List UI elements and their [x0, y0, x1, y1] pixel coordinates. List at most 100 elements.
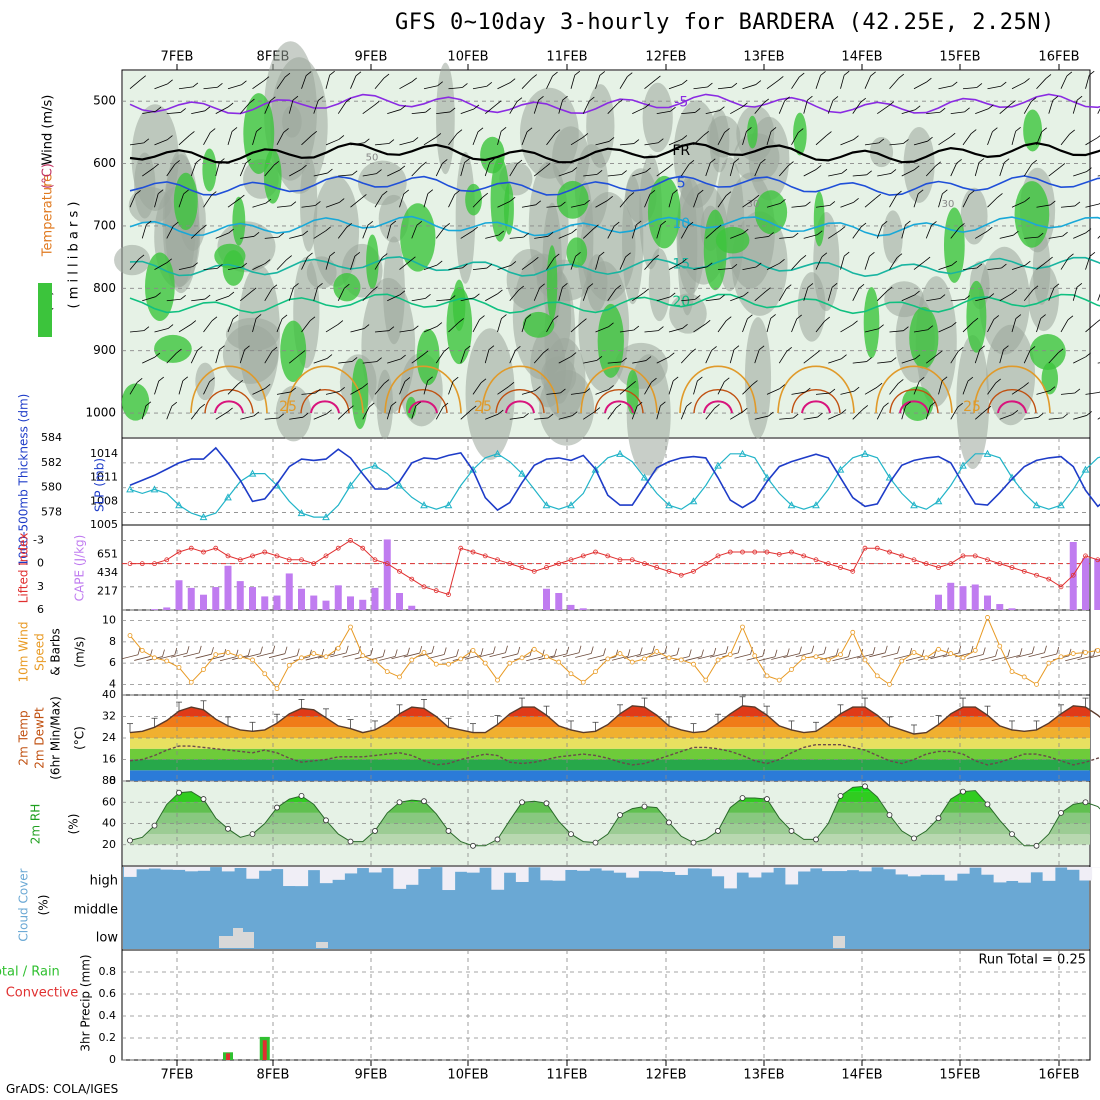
rh-axis-unit: (%) — [67, 814, 81, 835]
wind-barb-feather — [135, 190, 141, 195]
wind-barb — [962, 381, 969, 395]
wind-barb-feather — [951, 260, 958, 266]
slp-point — [1032, 501, 1041, 509]
wind-barb-feather — [1040, 314, 1046, 319]
rh-moist-area — [673, 100, 720, 209]
rh-saturated-area — [446, 287, 473, 365]
wind-barb — [889, 383, 899, 395]
wind-barb — [1073, 415, 1087, 420]
wind-barb-feather — [351, 170, 358, 176]
wind-barb-feather — [1047, 256, 1053, 262]
surface-wind-barb — [477, 653, 494, 658]
wind-barb-feather — [425, 294, 431, 299]
wind-barb-feather — [796, 314, 802, 320]
surface-wind-barb — [905, 656, 923, 661]
wind-barb-feather — [415, 401, 422, 407]
wind-speed-point — [470, 647, 476, 653]
rh-point — [1009, 831, 1015, 838]
lifted-index-point — [470, 549, 476, 555]
wind-barb — [766, 131, 772, 145]
wind-barb — [987, 197, 998, 208]
wind-barb — [203, 195, 212, 208]
wind-barb — [399, 81, 412, 90]
wind-speed-point — [642, 656, 647, 662]
wind-barb — [852, 288, 860, 301]
wind-speed-point — [482, 660, 488, 666]
wind-barb-feather — [523, 413, 529, 418]
wind-barb-feather — [211, 316, 218, 322]
cloud-clear-gap — [809, 867, 823, 869]
wind-barb — [974, 349, 981, 364]
cape-bar — [212, 587, 220, 610]
wind-barb — [1060, 257, 1069, 270]
lifted-index-point — [531, 568, 537, 574]
surface-wind-feather — [296, 648, 300, 656]
wind-barb-feather — [183, 189, 189, 195]
slp-point — [787, 501, 796, 509]
cape-bar — [347, 596, 354, 610]
wind-barb — [791, 132, 799, 146]
lifted-index-point — [715, 553, 721, 559]
pressure-axis-label: ( m i l l i b a r s ) — [67, 202, 82, 309]
wind-barb-feather — [792, 232, 799, 238]
wind-barb-feather — [1062, 231, 1068, 237]
wind-barb-feather — [253, 232, 260, 237]
temp-band — [130, 738, 1090, 749]
surface-wind-feather — [394, 649, 398, 657]
precip-legend-total: Total / Rain — [0, 965, 60, 980]
wind-barb — [264, 350, 273, 364]
surface-wind-barb — [195, 653, 212, 659]
wind-barb-feather — [930, 401, 936, 407]
cape-bar — [285, 573, 293, 610]
wind-barb — [215, 162, 220, 177]
wind-speed-point — [678, 657, 684, 663]
wind-barb — [448, 194, 455, 208]
bottom-axis-label: 8FEB — [257, 1068, 290, 1083]
lifted-index-point — [629, 557, 635, 563]
cape-tick-label: 651 — [97, 548, 118, 561]
wind-barb — [926, 298, 941, 302]
lifted-index-point — [372, 557, 378, 563]
wind-barb-feather — [719, 294, 725, 300]
wind-speed-point — [997, 643, 1003, 649]
low-cloud-gap — [219, 936, 233, 948]
lifted-index-point — [201, 549, 206, 555]
wind-barb — [484, 104, 497, 114]
wind-barb-feather — [627, 72, 633, 78]
wind-barb — [877, 361, 892, 364]
rh-point — [151, 822, 158, 829]
slp-tick-label: 1014 — [90, 447, 118, 460]
wind-barb-feather — [905, 220, 911, 226]
wind-barb — [595, 255, 600, 270]
surface-wind-feather — [211, 647, 214, 655]
wind-barb — [1048, 352, 1059, 364]
wind-barb-feather — [753, 194, 760, 200]
slp-point — [665, 501, 673, 509]
wind-barb — [864, 328, 879, 333]
wind-barb — [546, 392, 561, 395]
cloud-clear-gap — [442, 867, 456, 891]
rh-saturated-area — [232, 196, 246, 246]
wind-barb-feather — [376, 357, 382, 362]
surface-wind-feather — [578, 645, 582, 653]
cloud-clear-gap — [148, 867, 162, 869]
wind-barb-feather — [792, 413, 799, 419]
slp-point — [885, 473, 894, 481]
wind-barb-feather — [265, 198, 272, 204]
lifted-index-point — [1083, 553, 1088, 559]
wind-speed-point — [1021, 674, 1027, 680]
wind-barb-feather — [681, 79, 688, 85]
wind-barb — [558, 415, 573, 420]
wind-barb-feather — [158, 376, 165, 382]
wind-axis-unit: (m/s) — [73, 636, 87, 667]
wind-barb — [154, 328, 169, 333]
wind-barb — [1048, 100, 1054, 114]
surface-wind-barb — [636, 652, 653, 658]
wind-barb-feather — [881, 220, 888, 226]
wind-barb — [877, 173, 892, 177]
cloud-clear-gap — [638, 867, 652, 872]
lifted-index-point — [311, 561, 317, 567]
wind-barb — [325, 256, 331, 270]
surface-wind-barb — [734, 653, 751, 659]
lifted-index-point — [838, 565, 843, 570]
